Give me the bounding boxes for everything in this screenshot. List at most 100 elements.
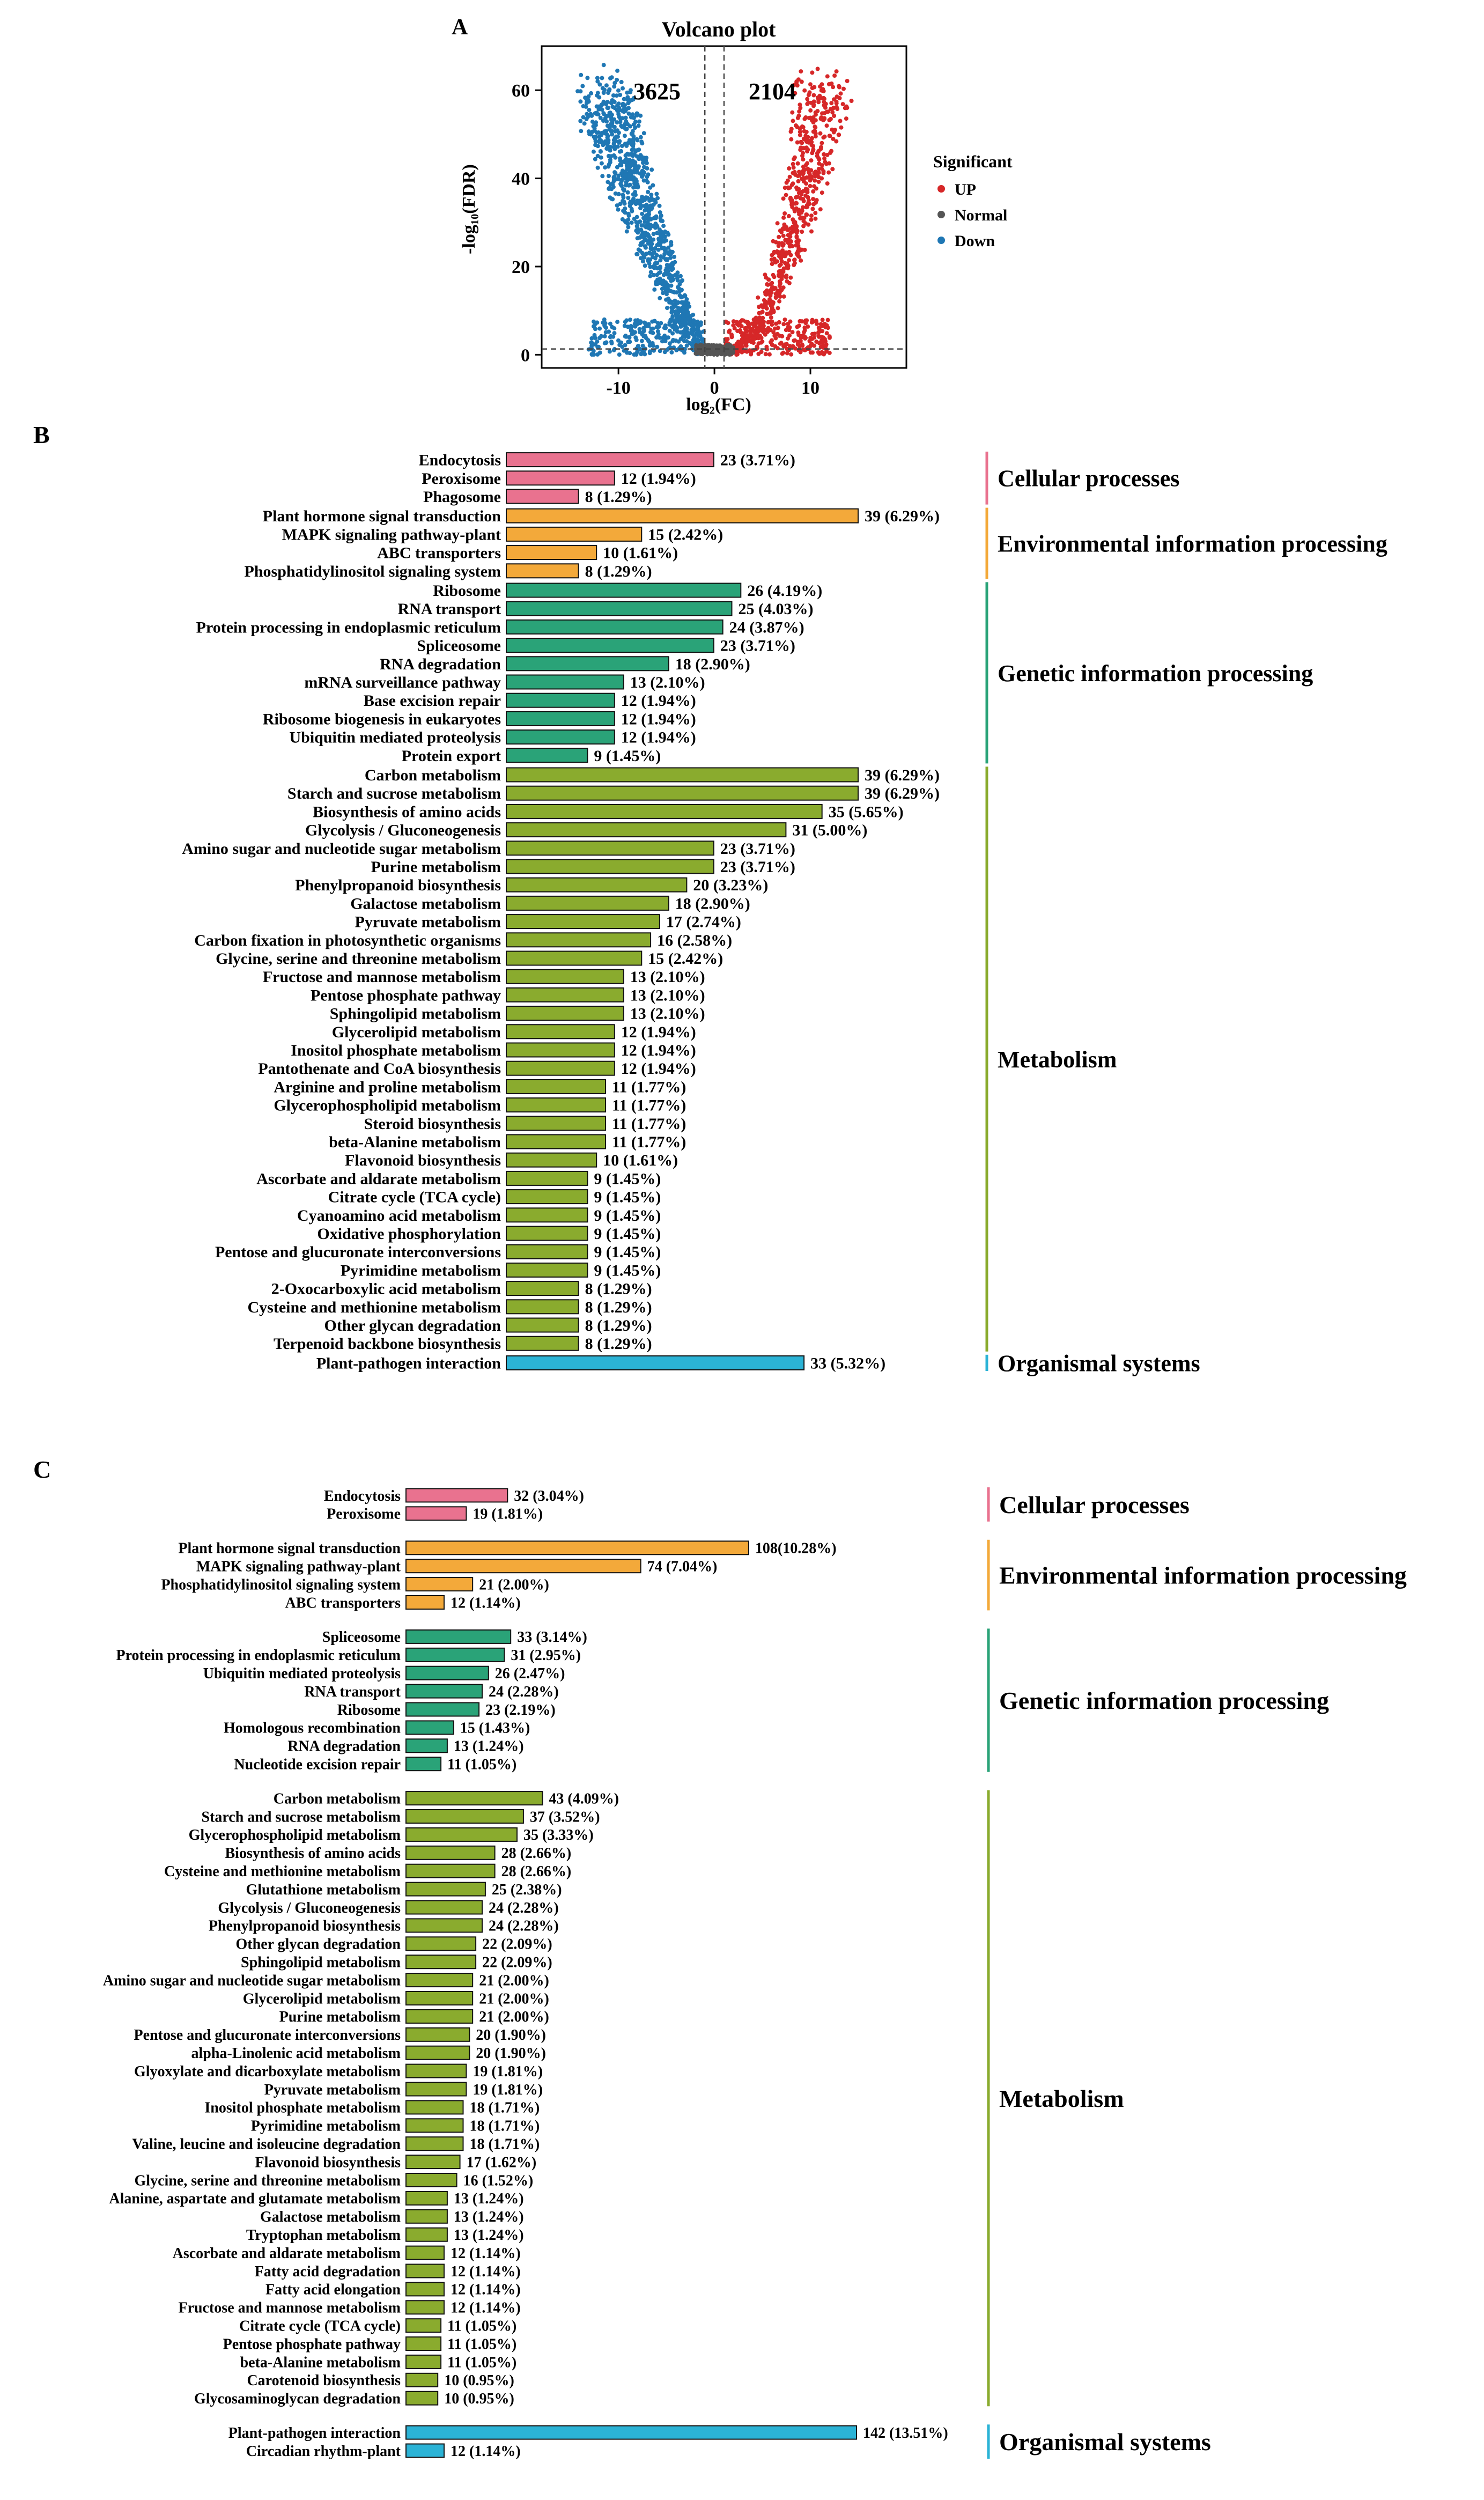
volcano-point-down bbox=[613, 191, 618, 196]
category-label: beta-Alanine metabolism bbox=[329, 1133, 501, 1151]
volcano-point-down bbox=[624, 229, 629, 234]
volcano-point-down bbox=[647, 340, 652, 344]
volcano-point-down bbox=[601, 143, 606, 148]
volcano-point-down bbox=[590, 341, 595, 345]
volcano-point-up bbox=[824, 109, 829, 114]
value-label: 11 (1.05%) bbox=[447, 2336, 516, 2352]
volcano-point-up bbox=[809, 136, 814, 141]
value-label: 24 (2.28%) bbox=[489, 1918, 559, 1935]
volcano-point-down bbox=[602, 317, 607, 322]
volcano-point-up bbox=[774, 259, 779, 264]
volcano-point-down bbox=[668, 289, 673, 293]
value-label: 12 (1.94%) bbox=[621, 470, 696, 488]
category-label: Purine metabolism bbox=[279, 2009, 401, 2025]
volcano-point-up bbox=[838, 119, 843, 123]
volcano-point-up bbox=[810, 70, 815, 75]
bar-carbon-metabolism bbox=[506, 767, 859, 783]
volcano-point-down bbox=[633, 126, 638, 130]
bar-fructose-and-mannose-metabolism bbox=[405, 2300, 445, 2315]
bar-ribosome bbox=[405, 1702, 480, 1717]
volcano-point-down bbox=[618, 181, 623, 186]
volcano-point-down bbox=[619, 171, 624, 175]
volcano-point-normal bbox=[712, 349, 717, 353]
value-label: 9 (1.45%) bbox=[594, 747, 661, 765]
volcano-point-down bbox=[599, 155, 603, 160]
category-label: RNA degradation bbox=[287, 1738, 401, 1755]
volcano-point-down bbox=[639, 198, 644, 203]
volcano-point-up bbox=[811, 144, 816, 149]
volcano-point-up bbox=[812, 335, 816, 340]
volcano-point-down bbox=[638, 256, 643, 261]
volcano-point-up bbox=[799, 215, 804, 220]
bar-glycerophospholipid-metabolism bbox=[506, 1097, 606, 1113]
volcano-point-up bbox=[788, 195, 793, 200]
volcano-point-up bbox=[766, 311, 771, 316]
volcano-point-up bbox=[802, 116, 807, 121]
volcano-point-down bbox=[654, 223, 659, 228]
volcano-point-down bbox=[649, 167, 654, 172]
volcano-point-up bbox=[806, 198, 811, 203]
volcano-point-up bbox=[818, 207, 823, 212]
volcano-point-up bbox=[784, 275, 788, 279]
volcano-point-up bbox=[808, 183, 813, 188]
volcano-point-down bbox=[679, 300, 684, 305]
volcano-point-up bbox=[789, 352, 794, 357]
volcano-point-down bbox=[581, 115, 586, 120]
volcano-point-down bbox=[609, 115, 614, 120]
volcano-point-down bbox=[613, 155, 618, 160]
volcano-point-down bbox=[612, 124, 617, 129]
category-label: Glycerophospholipid metabolism bbox=[274, 1097, 501, 1115]
volcano-point-down bbox=[656, 332, 661, 337]
volcano-point-up bbox=[797, 109, 802, 114]
value-label: 74 (7.04%) bbox=[647, 1559, 718, 1575]
category-label: Ribosome bbox=[337, 1702, 401, 1719]
volcano-point-down bbox=[653, 256, 658, 261]
volcano-point-up bbox=[822, 152, 826, 157]
volcano-point-down bbox=[638, 243, 643, 247]
bar-phagosome bbox=[506, 489, 579, 504]
volcano-point-down bbox=[603, 165, 608, 170]
volcano-point-down bbox=[673, 310, 678, 315]
category-label: Glycerolipid metabolism bbox=[243, 1990, 401, 2007]
bar-other-glycan-degradation bbox=[506, 1317, 579, 1333]
volcano-point-up bbox=[723, 320, 728, 324]
value-label: 33 (3.14%) bbox=[517, 1629, 587, 1646]
bar-biosynthesis-of-amino-acids bbox=[506, 803, 823, 819]
volcano-point-up bbox=[773, 291, 778, 296]
volcano-point-up bbox=[794, 79, 799, 84]
category-label: RNA transport bbox=[304, 1684, 401, 1700]
value-label: 11 (1.77%) bbox=[612, 1097, 686, 1115]
volcano-point-down bbox=[620, 217, 625, 222]
category-label: Phenylpropanoid biosynthesis bbox=[295, 876, 501, 894]
category-label: Pentose phosphate pathway bbox=[311, 986, 501, 1004]
volcano-point-down bbox=[610, 99, 614, 104]
category-label: Terpenoid backbone biosynthesis bbox=[274, 1335, 501, 1353]
group-label-genetic-information-processing: Genetic information processing bbox=[998, 660, 1313, 687]
volcano-point-down bbox=[651, 326, 655, 331]
volcano-point-up bbox=[749, 350, 754, 355]
volcano-point-up bbox=[770, 322, 774, 327]
x-tick-label: 10 bbox=[801, 378, 819, 398]
volcano-point-up bbox=[829, 149, 834, 153]
volcano-point-up bbox=[796, 113, 801, 118]
volcano-point-up bbox=[805, 190, 810, 195]
volcano-point-up bbox=[763, 299, 768, 304]
volcano-point-up bbox=[755, 344, 759, 349]
volcano-point-down bbox=[606, 180, 610, 185]
volcano-point-down bbox=[615, 120, 619, 125]
volcano-point-down bbox=[589, 336, 594, 341]
volcano-point-down bbox=[623, 206, 627, 211]
volcano-point-down bbox=[641, 131, 646, 136]
value-label: 11 (1.77%) bbox=[612, 1078, 686, 1096]
bar-cysteine-and-methionine-metabolism bbox=[405, 1863, 496, 1878]
volcano-point-up bbox=[799, 79, 804, 84]
bar-alpha-linolenic-acid-metabolism bbox=[405, 2045, 470, 2060]
bar-glutathione-metabolism bbox=[405, 1882, 486, 1897]
volcano-point-down bbox=[617, 140, 622, 145]
volcano-point-up bbox=[801, 151, 805, 156]
volcano-point-normal bbox=[719, 347, 724, 352]
volcano-point-down bbox=[648, 330, 653, 335]
volcano-point-up bbox=[776, 250, 780, 255]
category-label: Ascorbate and aldarate metabolism bbox=[173, 2245, 401, 2262]
category-label: Glutathione metabolism bbox=[246, 1882, 401, 1898]
